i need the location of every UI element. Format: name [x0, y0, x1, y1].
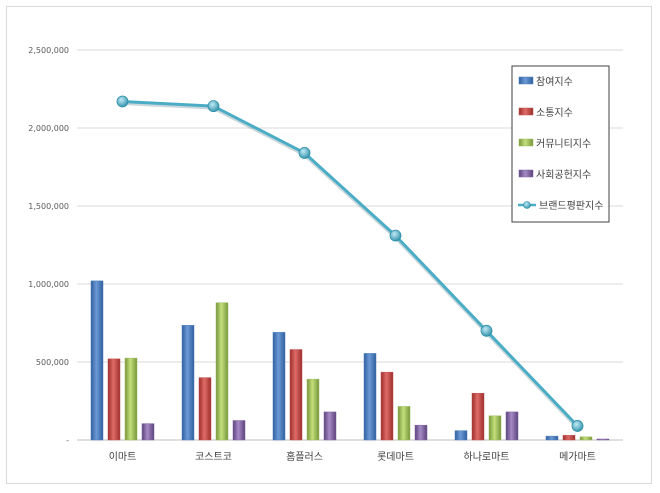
bar-3-4 [397, 406, 411, 441]
legend-label: 사회공헌지수 [536, 169, 591, 181]
y-tick-label: 1,500,000 [28, 202, 69, 211]
x-tick-label: 롯데마트 [377, 451, 414, 463]
legend-swatch [518, 76, 534, 85]
line-point-3 [298, 147, 311, 159]
x-tick-label: 코스트코 [195, 451, 232, 463]
bars [90, 280, 610, 441]
legend-swatch-marker [523, 201, 531, 209]
bar-1-2 [181, 325, 195, 441]
bar-4-4 [414, 424, 428, 441]
bar-3-3 [306, 378, 320, 441]
x-tick-label: 이마트 [109, 451, 137, 463]
bar-4-3 [323, 411, 337, 441]
y-tick-label: 1,000,000 [28, 280, 69, 289]
bar-3-1 [124, 357, 138, 441]
bar-3-2 [215, 302, 229, 441]
y-tick-label: 500,000 [36, 358, 69, 367]
bar-4-1 [141, 423, 155, 441]
axes: 이마트 코스트코 홈플러스 롯데마트 하나로마트 메가마트 [77, 439, 623, 463]
x-tick-label: 메가마트 [559, 451, 596, 463]
bar-1-3 [272, 332, 286, 441]
x-tick-label: 하나로마트 [464, 450, 510, 463]
legend-label: 소통지수 [536, 107, 573, 119]
bar-2-3 [289, 349, 303, 441]
y-tick-label: - [66, 436, 69, 445]
bar-3-6 [579, 436, 593, 441]
legend-label: 커뮤니티지수 [536, 138, 591, 150]
line-point-6 [571, 420, 584, 432]
bar-2-1 [107, 358, 121, 441]
bar-2-5 [471, 392, 485, 441]
bar-4-2 [232, 420, 246, 441]
line-point-4 [389, 229, 402, 242]
bar-1-1 [90, 280, 104, 441]
bar-1-6 [545, 435, 559, 441]
bar-1-4 [363, 353, 377, 441]
line-point-1 [116, 95, 129, 108]
y-tick-label: 2,000,000 [28, 124, 69, 133]
line-point-2 [207, 100, 220, 113]
legend-label: 브랜드평판지수 [539, 200, 603, 212]
legend-swatch [518, 138, 534, 147]
y-tick-label: 2,500,000 [28, 46, 69, 55]
bar-2-2 [198, 377, 212, 441]
legend-swatch [518, 107, 534, 116]
bar-3-5 [488, 415, 502, 441]
bar-4-5 [505, 411, 519, 441]
bar-1-5 [454, 430, 468, 441]
line-series [116, 95, 584, 432]
line-series-path [122, 99, 579, 427]
legend-swatch [518, 169, 534, 178]
legend-label: 참여지수 [536, 76, 573, 88]
gridlines: - 500,000 1,000,000 1,500,000 2,000,000 2,500… [28, 46, 623, 445]
bar-2-6 [562, 435, 576, 441]
bar-2-4 [380, 371, 394, 441]
line-point-5 [480, 324, 493, 337]
x-tick-label: 홈플러스 [286, 450, 323, 463]
bar-4-6 [596, 438, 610, 441]
